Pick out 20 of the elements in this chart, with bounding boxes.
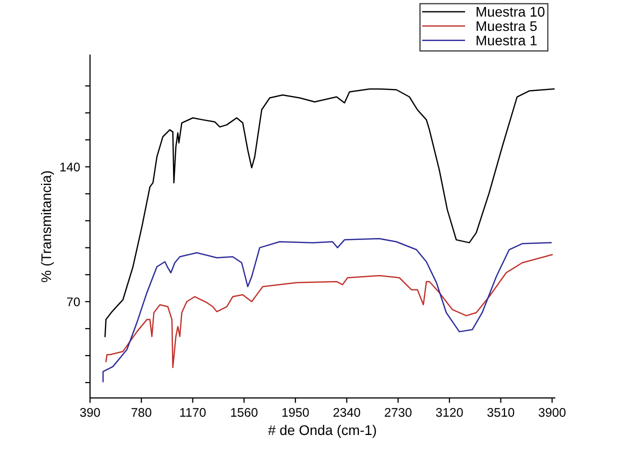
line-series <box>102 238 552 382</box>
legend-label: Muestra 1 <box>476 36 537 46</box>
x-tick-label: 780 <box>132 408 152 417</box>
x-axis-title: # de Onda (cm-1) <box>268 424 376 438</box>
x-tick-label: 1560 <box>231 408 258 417</box>
y-tick-label: 140 <box>60 162 80 172</box>
y-tick-label: 70 <box>67 297 80 306</box>
x-tick-label: 3120 <box>436 408 463 417</box>
y-axis-title: % (Transmitancia) <box>40 171 54 282</box>
line-series <box>104 88 555 338</box>
x-tick-label: 390 <box>80 408 100 417</box>
x-tick-label: 3510 <box>487 408 514 417</box>
x-tick-label: 2730 <box>384 408 412 417</box>
x-tick-label: 3900 <box>538 408 566 417</box>
x-tick-label: 2340 <box>333 408 360 417</box>
legend-label: Muestra 10 <box>476 6 544 17</box>
x-tick-label: 1950 <box>282 408 309 417</box>
legend-label: Muestra 5 <box>476 21 537 32</box>
line-series <box>105 254 553 368</box>
x-tick-label: 1170 <box>180 408 206 417</box>
